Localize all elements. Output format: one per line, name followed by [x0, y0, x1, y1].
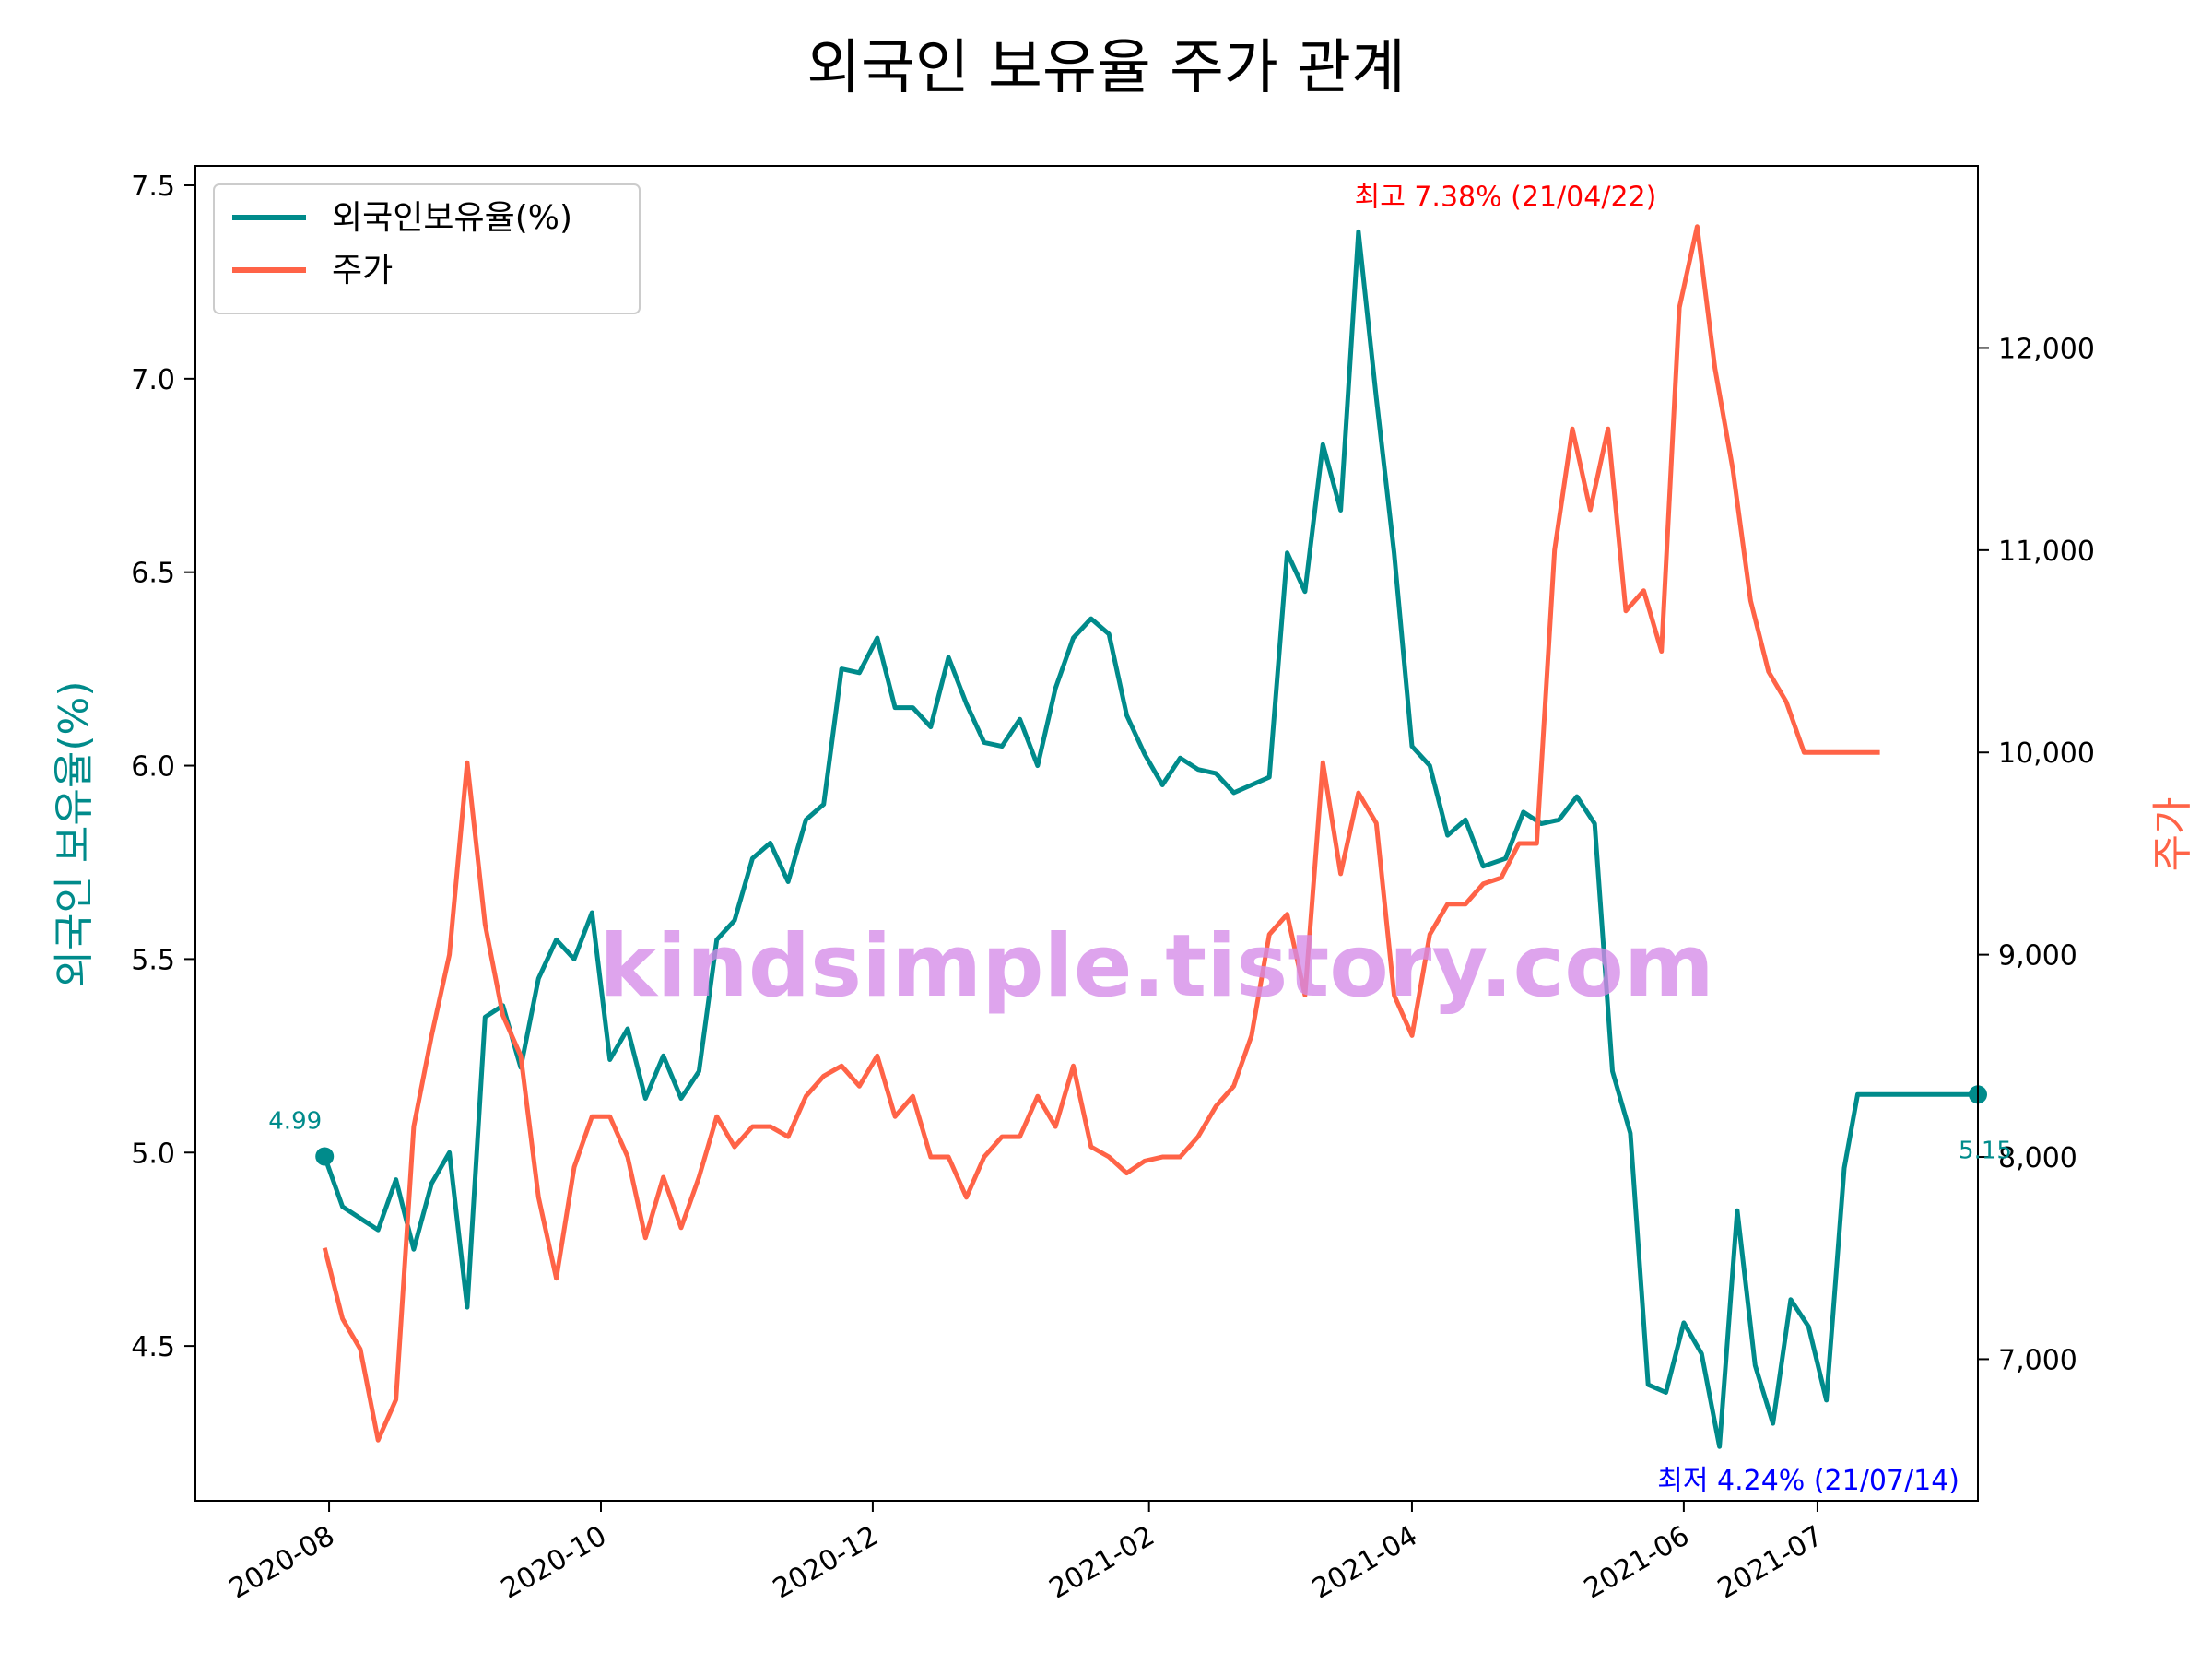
start-point-marker [315, 1147, 335, 1166]
y-right-tick-label: 9,000 [1998, 940, 2077, 973]
series-layer [315, 224, 1987, 1449]
y-left-tick-label: 5.0 [131, 1138, 175, 1170]
plot-frame [194, 165, 1979, 1502]
annotation-layer: 최고 7.38% (21/04/22) 최저 4.24% (21/07/14) … [268, 181, 2012, 1497]
y-left-tick-label: 6.0 [131, 751, 175, 784]
y-axis-right-label: 주가 [2149, 797, 2196, 872]
start-value-label: 4.99 [268, 1107, 322, 1135]
chart-title: 외국인 보유율 주가 관계 [806, 34, 1406, 102]
series-line-price [322, 224, 1880, 1443]
y-left-tick-label: 6.5 [131, 558, 175, 590]
legend: 외국인보유율(%) 주가 [213, 183, 641, 314]
y-right-tick-label: 10,000 [1998, 737, 2095, 770]
y-right-tick-label: 11,000 [1998, 536, 2095, 568]
legend-label-price: 주가 [332, 252, 393, 289]
y-axis-left: 4.5 5.0 5.5 6.0 6.5 7.0 7.5 [131, 171, 195, 1363]
end-value-label: 5.15 [1959, 1137, 2012, 1164]
max-annotation: 최고 7.38% (21/04/22) [1355, 181, 1657, 213]
watermark: kindsimple.tistory.com [599, 916, 1714, 1017]
y-left-tick-label: 4.5 [131, 1331, 175, 1363]
y-right-tick-label: 8,000 [1998, 1142, 2077, 1174]
y-left-tick-label: 7.5 [131, 171, 175, 203]
legend-box [213, 183, 641, 314]
y-axis-left-label: 외국인 보유율(%) [51, 680, 98, 987]
y-right-tick-label: 12,000 [1998, 333, 2095, 365]
y-right-tick-label: 7,000 [1998, 1344, 2077, 1376]
legend-label-ownership: 외국인보유율(%) [332, 199, 572, 237]
y-left-tick-label: 7.0 [131, 364, 175, 396]
y-left-tick-label: 5.5 [131, 944, 175, 976]
min-annotation: 최저 4.24% (21/07/14) [1657, 1465, 1959, 1497]
y-axis-right: 7,000 8,000 9,000 10,000 11,000 12,000 [1978, 333, 2095, 1376]
series-line-ownership [322, 229, 1978, 1449]
